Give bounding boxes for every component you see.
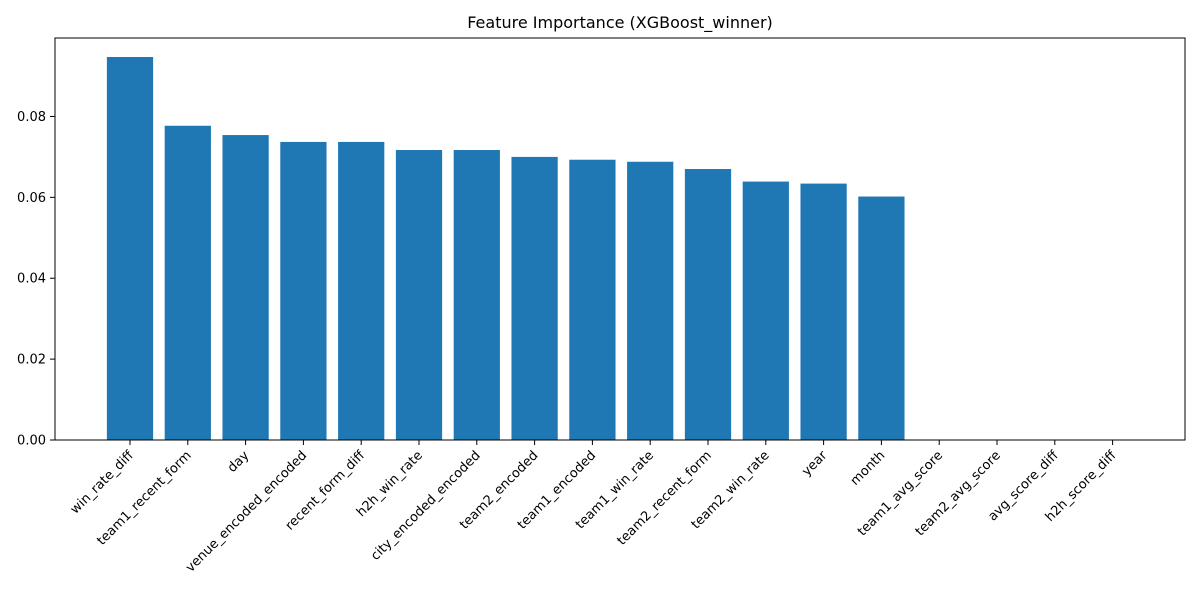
bar-month bbox=[858, 196, 905, 440]
y-tick-label: 0.00 bbox=[17, 434, 46, 449]
chart-title: Feature Importance (XGBoost_winner) bbox=[467, 13, 773, 33]
x-tick-label: day bbox=[225, 448, 253, 476]
plot-frame bbox=[54, 37, 1186, 441]
bar-city_encoded_encoded bbox=[453, 150, 500, 440]
bar-team2_recent_form bbox=[684, 169, 732, 440]
bar-team1_encoded bbox=[569, 159, 616, 440]
bar-team1_recent_form bbox=[164, 125, 211, 441]
bar-venue_encoded_encoded bbox=[280, 141, 327, 440]
x-tick-label: venue_encoded_encoded bbox=[183, 448, 310, 575]
y-tick-label: 0.02 bbox=[17, 353, 46, 368]
y-tick-label: 0.08 bbox=[17, 110, 46, 125]
y-tick-label: 0.06 bbox=[17, 191, 46, 206]
bar-team2_win_rate bbox=[742, 181, 789, 441]
x-tick-label: team1_recent_form bbox=[94, 448, 194, 548]
bars-layer bbox=[106, 57, 905, 441]
y-axis: 0.00 0.02 0.04 0.06 0.08 bbox=[17, 110, 55, 449]
bar-day bbox=[222, 135, 269, 440]
bar-year bbox=[800, 183, 847, 440]
x-tick-label: team2_recent_form bbox=[615, 448, 715, 548]
x-tick-label: month bbox=[848, 448, 888, 488]
bar-win_rate_diff bbox=[106, 57, 154, 440]
bar-team2_encoded bbox=[511, 156, 558, 440]
y-tick-label: 0.04 bbox=[17, 272, 46, 287]
bar-team1_win_rate bbox=[627, 161, 674, 441]
x-tick-label: city_encoded_encoded bbox=[368, 448, 483, 563]
bar-h2h_win_rate bbox=[395, 150, 443, 440]
bar-recent_form_diff bbox=[338, 141, 385, 440]
x-tick-label: year bbox=[799, 448, 831, 480]
